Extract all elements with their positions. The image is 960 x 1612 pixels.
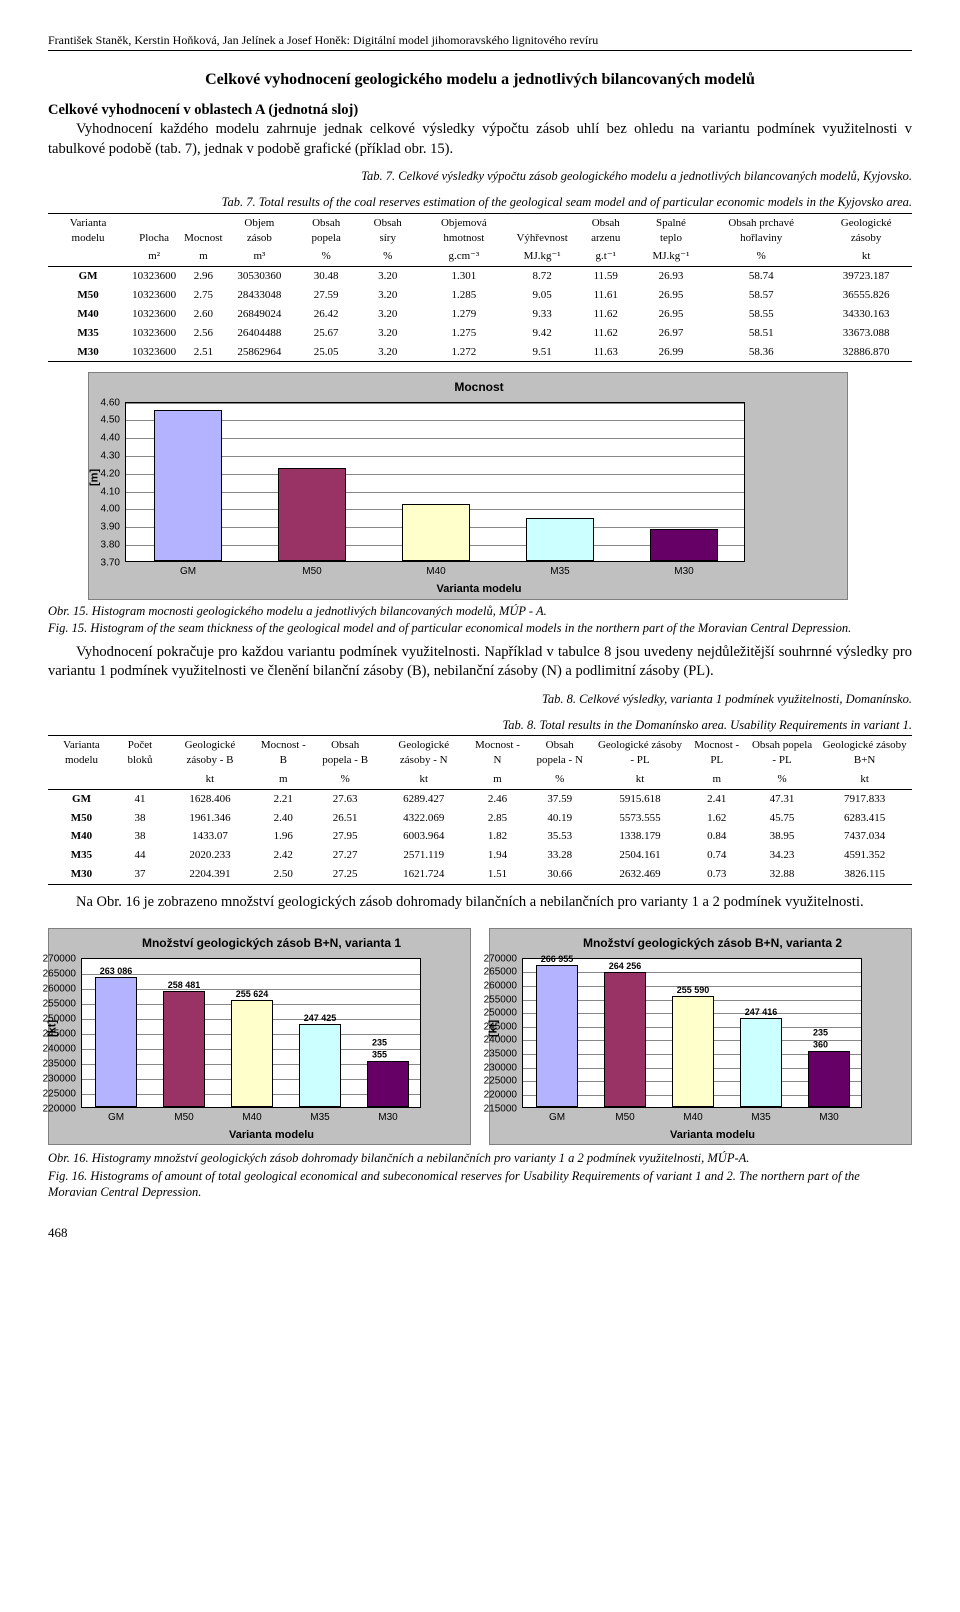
tab8-caption-cz: Tab. 8. Celkové výsledky, varianta 1 pod… [48,692,912,708]
paragraph-3: Na Obr. 16 je zobrazeno množství geologi… [48,893,912,913]
table-7: Varianta modeluPlochaMocnostObjem zásobO… [48,213,912,363]
paragraph-1: Celkové vyhodnocení v oblastech A (jedno… [48,101,912,160]
chart-mocnost: Mocnost [m] 3.703.803.904.004.104.204.30… [88,372,848,599]
chart-bn-var2: Množství geologických zásob B+N, variant… [489,928,912,1145]
bar-M40 [231,1000,273,1107]
bar-M50 [278,468,346,560]
bar-M50 [604,972,646,1106]
p1-bold: Celkové vyhodnocení v oblastech A (jedno… [48,102,358,118]
p1-body: Vyhodnocení každého modelu zahrnuje jedn… [48,120,912,159]
fig16-caption-en: Fig. 16. Histograms of amount of total g… [48,1169,912,1200]
bar-M35 [299,1024,341,1106]
tab7-caption-en: Tab. 7. Total results of the coal reserv… [48,195,912,211]
fig15-caption-en: Fig. 15. Histogram of the seam thickness… [48,621,912,637]
bar-M35 [526,518,594,561]
fig15-caption-cz: Obr. 15. Histogram mocnosti geologického… [48,604,912,620]
chart2-xtitle: Varianta modelu [81,1128,462,1143]
chart-bn-var1: Množství geologických zásob B+N, variant… [48,928,471,1145]
chart2-title: Množství geologických zásob B+N, variant… [81,935,462,951]
bar-GM [154,410,222,561]
bar-M30 [808,1051,850,1107]
chart2-plot: 2200002250002300002350002400002450002500… [81,958,421,1108]
bar-M40 [402,504,470,561]
bar-M50 [163,991,205,1106]
chart3-plot: 2150002200002250002300002350002400002450… [522,958,862,1108]
chart1-plot: 3.703.803.904.004.104.204.304.404.504.60… [125,402,745,562]
table-8: Varianta modeluPočet blokůGeologické zás… [48,735,912,885]
bar-GM [536,965,578,1107]
bar-M30 [367,1061,409,1107]
fig16-caption-cz: Obr. 16. Histogramy množství geologickýc… [48,1151,912,1167]
chart3-xtitle: Varianta modelu [522,1128,903,1143]
chart1-title: Mocnost [125,379,833,395]
bar-M30 [650,529,718,561]
bar-M35 [740,1018,782,1106]
section-title: Celkové vyhodnocení geologického modelu … [48,69,912,91]
running-header: František Staněk, Kerstin Hoňková, Jan J… [48,32,912,51]
chart1-xtitle: Varianta modelu [125,582,833,597]
page-number: 468 [48,1224,912,1242]
tab8-caption-en: Tab. 8. Total results in the Domanínsko … [48,718,912,734]
tab7-caption-cz: Tab. 7. Celkové výsledky výpočtu zásob g… [48,169,912,185]
bar-M40 [672,996,714,1107]
paragraph-2: Vyhodnocení pokračuje pro každou variant… [48,643,912,682]
chart3-title: Množství geologických zásob B+N, variant… [522,935,903,951]
bar-GM [95,977,137,1106]
